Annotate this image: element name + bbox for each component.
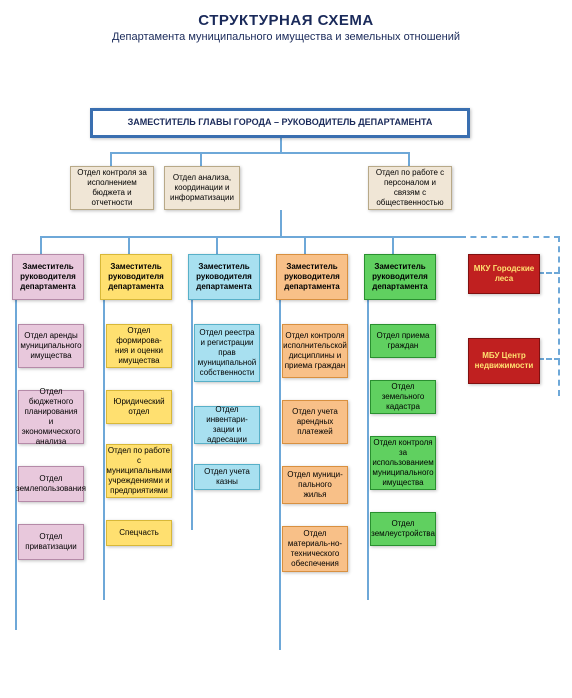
red-1: МКУ Городские леса [468,254,540,294]
pink-1: Отдел аренды муниципального имущества [18,324,84,368]
orange-1: Отдел контроля исполнительской дисциплин… [282,324,348,378]
green-4: Отдел землеустройства [370,512,436,546]
yellow-1: Отдел формирова-ния и оценки имущества [106,324,172,368]
tier2-c: Отдел по работе с персоналом и связям с … [368,166,452,210]
deputy-green: Заместитель руководителя департамента [364,254,436,300]
green-3: Отдел контроля за использованием муницип… [370,436,436,490]
org-chart: ЗАМЕСТИТЕЛЬ ГЛАВЫ ГОРОДА – РУКОВОДИТЕЛЬ … [0,90,572,698]
green-1: Отдел приема граждан [370,324,436,358]
pink-4: Отдел приватизации [18,524,84,560]
tier2-b: Отдел анализа, координации и информатиза… [164,166,240,210]
cyan-2: Отдел инвентари-зации и адресации [194,406,260,444]
cyan-3: Отдел учета казны [194,464,260,490]
title-line2: Департамента муниципального имущества и … [20,31,552,43]
deputy-cyan: Заместитель руководителя департамента [188,254,260,300]
yellow-2: Юридический отдел [106,390,172,424]
pink-3: Отдел землепользования [18,466,84,502]
orange-2: Отдел учета арендных платежей [282,400,348,444]
yellow-3: Отдел по работе с муниципальными учрежде… [106,444,172,498]
cyan-1: Отдел реестра и регистрации прав муницип… [194,324,260,382]
pink-2: Отдел бюджетного планирования и экономич… [18,390,84,444]
deputy-orange: Заместитель руководителя департамента [276,254,348,300]
orange-4: Отдел материаль-но-технического обеспече… [282,526,348,572]
deputy-yellow: Заместитель руководителя департамента [100,254,172,300]
title-line1: СТРУКТУРНАЯ СХЕМА [20,12,552,29]
deputy-pink: Заместитель руководителя департамента [12,254,84,300]
red-2: МБУ Центр недвижимости [468,338,540,384]
title-block: СТРУКТУРНАЯ СХЕМА Департамента муниципал… [0,0,572,47]
tier2-a: Отдел контроля за исполнением бюджета и … [70,166,154,210]
green-2: Отдел земельного кадастра [370,380,436,414]
top-node: ЗАМЕСТИТЕЛЬ ГЛАВЫ ГОРОДА – РУКОВОДИТЕЛЬ … [90,108,470,138]
orange-3: Отдел муници-пального жилья [282,466,348,504]
yellow-4: Спецчасть [106,520,172,546]
